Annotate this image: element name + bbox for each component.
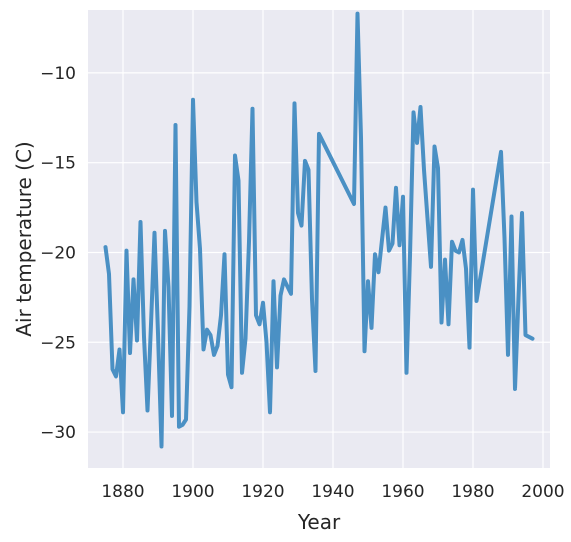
x-tick-label: 1920	[241, 482, 284, 502]
y-tick-label: −20	[40, 243, 76, 263]
series-line	[103, 11, 535, 449]
x-tick-label: 1960	[381, 482, 424, 502]
y-tick-label: −25	[40, 333, 76, 353]
y-tick-labels: −30 −25 −20 −15 −10	[40, 64, 76, 443]
series-layer	[103, 11, 535, 449]
y-axis-label: Air temperature (C)	[12, 141, 36, 336]
x-tick-label: 1980	[451, 482, 494, 502]
x-tick-label: 2000	[521, 482, 564, 502]
x-tick-labels: 1880 1900 1920 1940 1960 1980 2000	[101, 482, 564, 502]
y-tick-label: −10	[40, 64, 76, 84]
x-tick-label: 1940	[311, 482, 354, 502]
y-tick-label: −15	[40, 154, 76, 174]
y-tick-label: −30	[40, 423, 76, 443]
x-axis-label: Year	[297, 510, 341, 534]
x-tick-label: 1900	[171, 482, 214, 502]
x-tick-label: 1880	[101, 482, 144, 502]
